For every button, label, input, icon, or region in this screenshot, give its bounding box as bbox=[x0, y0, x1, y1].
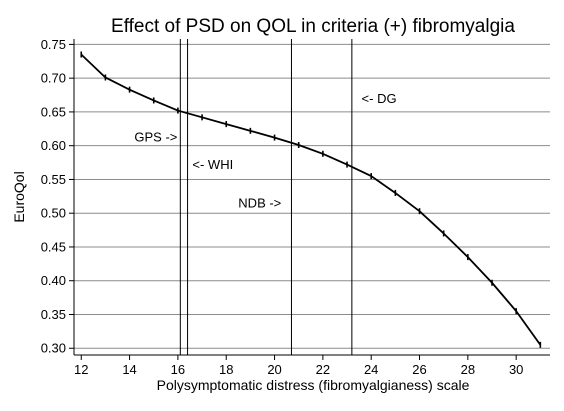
x-tick-label: 12 bbox=[74, 362, 88, 377]
x-tick-label: 18 bbox=[219, 362, 233, 377]
y-tick-label: 0.70 bbox=[41, 71, 66, 86]
grid bbox=[74, 43, 550, 349]
y-tick-label: 0.40 bbox=[41, 273, 66, 288]
axes: 0.30 0.35 0.40 0.45 0.50 0.55 0.60 0.65 0.70 0.75… bbox=[41, 37, 550, 377]
series-line bbox=[80, 53, 542, 346]
y-axis-label: EuroQol bbox=[11, 171, 27, 222]
reference-line-label: GPS -> bbox=[134, 129, 177, 144]
y-tick-label: 0.75 bbox=[41, 37, 66, 52]
series-group bbox=[80, 51, 542, 348]
y-tick-label: 0.55 bbox=[41, 172, 66, 187]
x-tick-label: 30 bbox=[509, 362, 523, 377]
y-tick-label: 0.45 bbox=[41, 239, 66, 254]
reference-line-label: <- WHI bbox=[192, 157, 233, 172]
reference-line-label: NDB -> bbox=[238, 196, 281, 211]
y-tick-label: 0.50 bbox=[41, 206, 66, 221]
x-tick-label: 14 bbox=[122, 362, 136, 377]
x-axis-label: Polysymptomatic distress (fibromyalgiane… bbox=[157, 377, 470, 393]
y-tick-label: 0.65 bbox=[41, 104, 66, 119]
x-tick-label: 24 bbox=[364, 362, 378, 377]
chart-title: Effect of PSD on QOL in criteria (+) fib… bbox=[111, 16, 515, 37]
y-tick-label: 0.35 bbox=[41, 307, 66, 322]
x-tick-label: 20 bbox=[267, 362, 281, 377]
y-tick-label: 0.60 bbox=[41, 138, 66, 153]
reference-lines bbox=[179, 39, 353, 355]
x-tick-label: 22 bbox=[316, 362, 330, 377]
y-tick-label: 0.30 bbox=[41, 341, 66, 356]
x-tick-label: 28 bbox=[461, 362, 475, 377]
x-tick-label: 16 bbox=[171, 362, 185, 377]
annotations: GPS -> <- WHI NDB -> <- DG bbox=[134, 91, 396, 211]
x-tick-label: 26 bbox=[412, 362, 426, 377]
reference-line-label: <- DG bbox=[362, 91, 397, 106]
